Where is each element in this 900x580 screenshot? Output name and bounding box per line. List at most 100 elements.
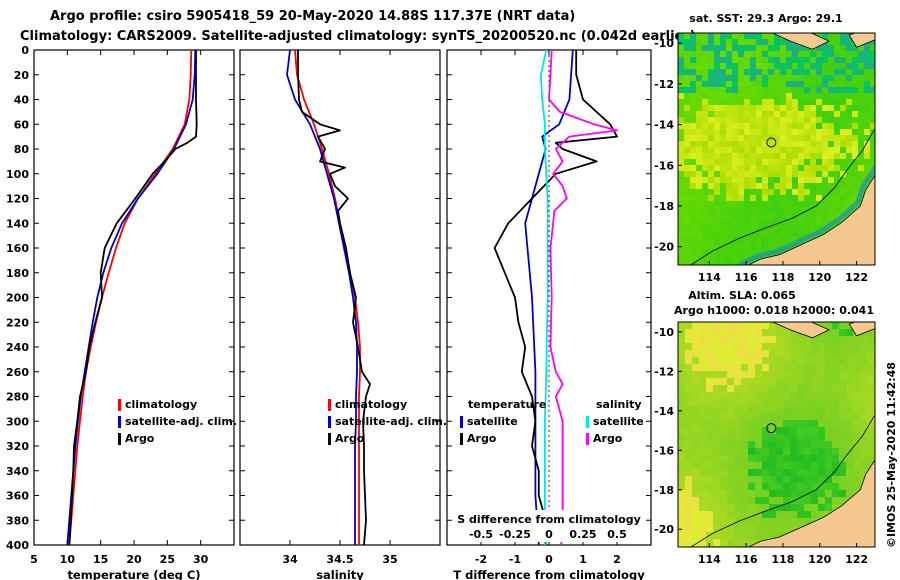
profile-panel-3: -2 -1 0 1 2 T difference from climatology temp… bbox=[446, 49, 652, 580]
lon-tick-label: 114 bbox=[698, 553, 721, 566]
x-tick-label: 15 bbox=[93, 553, 108, 566]
map-field bbox=[678, 322, 875, 547]
australia-coast bbox=[747, 174, 875, 265]
lon-tick-label: 120 bbox=[808, 271, 831, 284]
map-field bbox=[678, 33, 875, 265]
bathymetry-contour bbox=[690, 128, 875, 265]
legend-swatch bbox=[328, 416, 331, 428]
x-tick-label: 2 bbox=[613, 553, 621, 566]
lon-tick-label: 122 bbox=[845, 553, 868, 566]
lon-tick-label: 116 bbox=[735, 271, 758, 284]
title-line-2: Climatology: CARS2009. Satellite-adjuste… bbox=[20, 29, 696, 44]
legend-swatch bbox=[328, 433, 331, 445]
legend-label: Argo bbox=[335, 432, 365, 445]
title-line-1: Argo profile: csiro 5905418_59 20-May-20… bbox=[50, 9, 575, 24]
panel-frame bbox=[239, 49, 441, 546]
legend-title-temperature: temperature bbox=[468, 398, 546, 411]
series-line-argo bbox=[68, 50, 198, 545]
x-tick-label: -2 bbox=[475, 553, 487, 566]
legend-swatch bbox=[328, 399, 331, 411]
x-tick-label: -1 bbox=[509, 553, 521, 566]
y-tick-label: 40 bbox=[14, 94, 30, 107]
y-tick-label: 80 bbox=[14, 143, 30, 156]
y-tick-label: 20 bbox=[14, 69, 30, 82]
y-tick-label: 60 bbox=[14, 118, 30, 131]
lat-tick-label: -10 bbox=[654, 37, 674, 50]
x-tick-label: 1 bbox=[579, 553, 587, 566]
inner-axis-label: S difference from climatology bbox=[457, 513, 641, 526]
sst-map-title: sat. SST: 29.3 Argo: 29.1 bbox=[689, 12, 842, 25]
legend-title-salinity: salinity bbox=[596, 398, 642, 411]
y-tick-label: 0 bbox=[21, 44, 29, 57]
island bbox=[771, 33, 830, 50]
y-tick-label: 400 bbox=[6, 539, 29, 552]
legend-swatch bbox=[118, 433, 121, 445]
y-tick-label: 300 bbox=[6, 415, 29, 428]
map-frame bbox=[677, 32, 876, 266]
y-tick-label: 100 bbox=[6, 168, 29, 181]
lon-tick-label: 118 bbox=[771, 271, 794, 284]
x-tick-label: 0 bbox=[545, 553, 553, 566]
y-tick-label: 340 bbox=[6, 465, 29, 478]
y-tick-label: 120 bbox=[6, 193, 29, 206]
y-tick-label: 160 bbox=[6, 242, 29, 255]
x-tick-label: 34 bbox=[282, 553, 298, 566]
lat-tick-label: -14 bbox=[654, 119, 674, 132]
legend-label: Argo bbox=[125, 432, 155, 445]
x-tick-label: 25 bbox=[160, 553, 175, 566]
y-tick-label: 320 bbox=[6, 440, 29, 453]
lon-tick-label: 122 bbox=[845, 271, 868, 284]
series-line-satellite-adj-clim- bbox=[286, 50, 358, 545]
x-tick-label: 30 bbox=[193, 553, 209, 566]
lat-tick-label: -18 bbox=[654, 484, 674, 497]
credit-text: ©IMOS 25-May-2020 11:42:48 bbox=[885, 362, 898, 548]
lat-tick-label: -16 bbox=[654, 444, 674, 457]
x-tick-label: 34.5 bbox=[326, 553, 353, 566]
lon-tick-label: 114 bbox=[698, 271, 721, 284]
sla-map-subtitle: Argo h1000: 0.018 h2000: 0.041 bbox=[674, 304, 874, 317]
argo-float-marker bbox=[766, 137, 777, 148]
legend-label: climatology bbox=[125, 398, 197, 411]
y-tick-label: 180 bbox=[6, 267, 29, 280]
legend-swatch bbox=[460, 433, 463, 445]
legend-label: satellite-adj. clim. bbox=[335, 415, 447, 428]
x-axis-label: T difference from climatology bbox=[453, 568, 645, 580]
x-tick-label: 35 bbox=[382, 553, 397, 566]
map-frame bbox=[677, 321, 876, 548]
legend-label: satellite-adj. clim. bbox=[125, 415, 237, 428]
profile-panel-2: 34 34.5 35 salinity climatology satellite-adj… bbox=[239, 49, 447, 580]
legend-label: Argo bbox=[467, 432, 497, 445]
legend-label: Argo bbox=[593, 432, 623, 445]
sst-map: -10 -12 -14 -16 -18 -20 114 116 118 120 122 bbox=[654, 32, 876, 284]
series-line-temperature-argo bbox=[493, 50, 618, 545]
island bbox=[848, 322, 875, 337]
lat-tick-label: -12 bbox=[654, 365, 674, 378]
x-axis-label: temperature (deg C) bbox=[67, 568, 200, 580]
y-tick-label: 240 bbox=[6, 341, 29, 354]
y-tick-label: 280 bbox=[6, 391, 29, 404]
x-tick-label: 20 bbox=[126, 553, 142, 566]
x-axis-label: salinity bbox=[316, 568, 364, 580]
inner-tick-label: -0.25 bbox=[499, 528, 531, 541]
lat-tick-label: -14 bbox=[654, 405, 674, 418]
series-line-argo bbox=[297, 50, 371, 545]
x-tick-label: 5 bbox=[30, 553, 38, 566]
lat-tick-label: -10 bbox=[654, 326, 674, 339]
inner-tick-label: 0 bbox=[545, 528, 553, 541]
panel-frame bbox=[33, 49, 235, 546]
legend-swatch bbox=[118, 416, 121, 428]
sla-map: -10 -12 -14 -16 -18 -20 114 116 118 120 122 bbox=[654, 321, 876, 566]
y-tick-label: 140 bbox=[6, 217, 29, 230]
argo-float-marker bbox=[766, 423, 777, 434]
y-tick-label: 360 bbox=[6, 490, 29, 503]
lon-tick-label: 116 bbox=[735, 553, 758, 566]
bathymetry-contour bbox=[690, 414, 875, 547]
legend-swatch bbox=[118, 399, 121, 411]
series-line-salinity-satellite bbox=[539, 50, 549, 545]
legend-label: satellite bbox=[467, 415, 518, 428]
inner-tick-label: 0.5 bbox=[607, 528, 627, 541]
island bbox=[848, 33, 875, 48]
legend-swatch bbox=[586, 433, 589, 445]
inner-axis-bg bbox=[456, 510, 636, 542]
